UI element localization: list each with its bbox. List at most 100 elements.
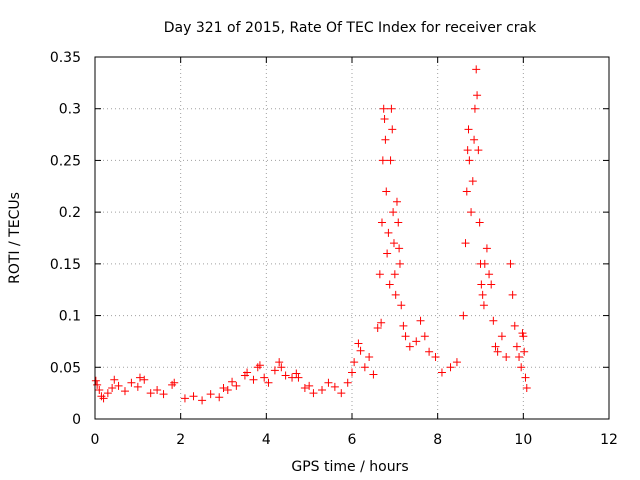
data-point xyxy=(519,332,528,341)
data-point xyxy=(462,187,471,196)
data-point xyxy=(497,332,506,341)
data-point xyxy=(140,375,149,384)
data-point xyxy=(318,386,327,395)
data-point xyxy=(461,239,470,248)
data-point xyxy=(300,383,309,392)
y-axis-label: ROTI / TECUs xyxy=(7,192,23,284)
data-point xyxy=(170,378,179,387)
data-point xyxy=(491,342,500,351)
x-tick-label: 8 xyxy=(433,432,442,448)
data-point xyxy=(510,321,519,330)
grid xyxy=(95,57,609,419)
data-point xyxy=(502,352,511,361)
data-point xyxy=(489,316,498,325)
data-point xyxy=(506,259,515,268)
data-point xyxy=(133,382,142,391)
data-point xyxy=(377,218,386,227)
data-point xyxy=(493,347,502,356)
data-point xyxy=(168,380,177,389)
plot-frame xyxy=(94,56,610,420)
data-point xyxy=(277,363,286,372)
data-point xyxy=(343,378,352,387)
data-point xyxy=(389,239,398,248)
data-point xyxy=(97,392,106,401)
data-point xyxy=(275,358,284,367)
data-point xyxy=(452,358,461,367)
data-point xyxy=(431,352,440,361)
data-point xyxy=(412,337,421,346)
data-point xyxy=(249,375,258,384)
data-point xyxy=(512,342,521,351)
data-point xyxy=(337,389,346,398)
data-point xyxy=(305,381,314,390)
data-point xyxy=(385,280,394,289)
data-point xyxy=(420,332,429,341)
data-point xyxy=(255,361,264,370)
data-point xyxy=(521,373,530,382)
x-tick-label: 6 xyxy=(348,432,357,448)
data-point xyxy=(215,393,224,402)
data-point xyxy=(395,244,404,253)
data-point xyxy=(260,373,269,382)
chart-title: Day 321 of 2015, Rate Of TEC Index for r… xyxy=(164,20,537,36)
data-point xyxy=(135,373,144,382)
data-point xyxy=(180,394,189,403)
data-point xyxy=(388,125,397,134)
data-point xyxy=(309,389,318,398)
data-point xyxy=(120,387,129,396)
data-point xyxy=(459,311,468,320)
data-point xyxy=(330,382,339,391)
data-point xyxy=(380,115,389,124)
data-point xyxy=(468,177,477,186)
data-points xyxy=(91,65,531,405)
data-point xyxy=(206,390,215,399)
data-point xyxy=(114,381,123,390)
x-tick-label: 10 xyxy=(514,432,532,448)
data-point xyxy=(103,389,112,398)
data-point xyxy=(395,259,404,268)
data-point xyxy=(377,318,386,327)
data-point xyxy=(384,228,393,237)
data-point xyxy=(475,218,484,227)
data-point xyxy=(378,156,387,165)
data-point xyxy=(479,301,488,310)
data-point xyxy=(153,386,162,395)
data-point xyxy=(474,146,483,155)
data-point xyxy=(253,363,262,372)
data-point xyxy=(110,375,119,384)
data-point xyxy=(397,301,406,310)
data-point xyxy=(379,104,388,113)
data-point xyxy=(198,396,207,405)
y-tick-label: 0 xyxy=(72,412,81,428)
data-point xyxy=(381,135,390,144)
axis-ticks: 0 2 4 6 8 10 12 0 0.05 0.1 0.15 0.2 0.25 0.3 0.35 xyxy=(50,50,618,448)
data-point xyxy=(463,146,472,155)
data-point xyxy=(189,392,198,401)
data-point xyxy=(281,371,290,380)
data-point xyxy=(146,389,155,398)
data-point xyxy=(243,368,252,377)
data-point xyxy=(369,370,378,379)
data-point xyxy=(95,386,104,395)
data-point xyxy=(485,270,494,279)
data-point xyxy=(480,259,489,268)
data-point xyxy=(437,368,446,377)
data-point xyxy=(93,380,102,389)
data-point xyxy=(467,208,476,217)
data-point xyxy=(487,280,496,289)
data-point xyxy=(446,363,455,372)
data-point xyxy=(383,249,392,258)
data-point xyxy=(228,377,237,386)
data-point xyxy=(392,197,401,206)
data-point xyxy=(394,218,403,227)
x-tick-label: 4 xyxy=(262,432,271,448)
data-point xyxy=(425,347,434,356)
data-point xyxy=(99,394,108,403)
data-point xyxy=(159,390,168,399)
data-point xyxy=(389,208,398,217)
data-point xyxy=(399,321,408,330)
data-point xyxy=(91,376,100,385)
data-point xyxy=(373,323,382,332)
data-point xyxy=(387,104,396,113)
data-point xyxy=(405,342,414,351)
